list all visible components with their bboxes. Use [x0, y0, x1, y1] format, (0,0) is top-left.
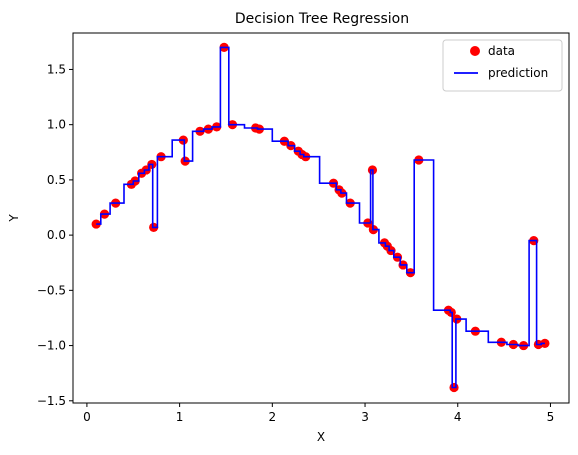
- legend-label-prediction: prediction: [488, 66, 548, 80]
- data-point: [91, 219, 101, 229]
- x-tick-label: 5: [547, 410, 555, 424]
- x-tick-label: 1: [176, 410, 184, 424]
- prediction-line: [96, 46, 545, 389]
- y-tick-label: −1.5: [37, 394, 66, 408]
- y-axis-label: Y: [7, 214, 21, 223]
- x-tick-label: 2: [269, 410, 277, 424]
- x-tick-label: 3: [361, 410, 369, 424]
- y-tick-label: −1.0: [37, 339, 66, 353]
- x-axis: 0 1 2 3 4 5: [83, 403, 554, 424]
- axes-frame: [72, 32, 570, 404]
- y-tick-label: −0.5: [37, 283, 66, 297]
- y-tick-label: 0.0: [47, 228, 66, 242]
- y-axis: −1.5 −1.0 −0.5 0.0 0.5 1.0 1.5: [37, 62, 73, 408]
- legend-label-data: data: [488, 44, 515, 58]
- legend: data prediction: [442, 39, 563, 92]
- x-tick-label: 4: [454, 410, 462, 424]
- chart-title: Decision Tree Regression: [235, 11, 409, 27]
- legend-data-marker: [470, 46, 480, 56]
- x-axis-label: X: [317, 430, 325, 444]
- x-tick-label: 0: [83, 410, 91, 424]
- y-tick-label: 1.0: [47, 118, 66, 132]
- y-tick-label: 0.5: [47, 173, 66, 187]
- plot-area: [91, 42, 550, 393]
- y-tick-label: 1.5: [47, 62, 66, 76]
